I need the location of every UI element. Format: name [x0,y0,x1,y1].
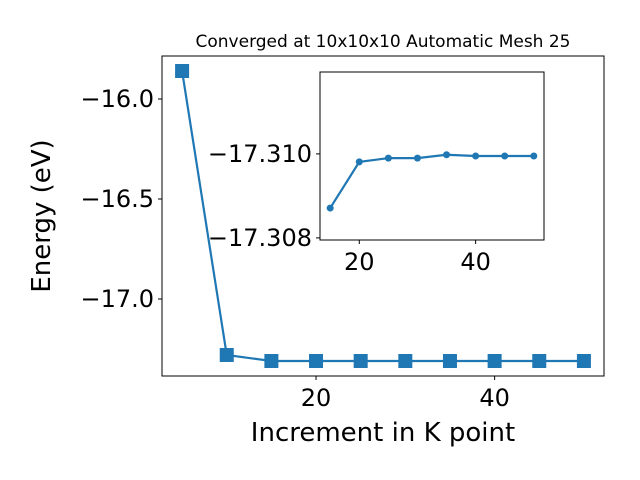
chart-title: Converged at 10x10x10 Automatic Mesh 25 [196,32,571,52]
marker [309,354,324,368]
marker [487,354,502,368]
marker [353,354,368,368]
series-line [181,70,584,363]
marker [442,354,457,368]
marker [501,152,509,160]
x-tick-label: 20 [301,384,332,412]
y-tick-label: −16.5 [80,185,154,213]
series-line [329,153,534,209]
x-tick-label: 40 [479,384,510,412]
y-tick-label: −16.0 [80,85,154,113]
marker [355,158,363,166]
y-tick-label: −17.310 [208,140,312,168]
y-tick-label: −17.0 [80,285,154,313]
marker [443,151,451,159]
marker [530,152,538,160]
marker [175,64,190,78]
marker [384,154,392,162]
y-tick-label: −17.308 [208,224,312,252]
marker [219,348,234,362]
marker [532,354,547,368]
marker [326,204,334,212]
x-axis-label: Increment in K point [251,418,515,448]
marker [413,154,421,162]
x-tick-label: 40 [460,248,491,276]
marker [576,354,591,368]
marker [398,354,413,368]
marker [264,354,279,368]
marker [472,152,480,160]
chart-panel: 20 40 −17.310 −17.308 [208,71,545,276]
y-axis-label: Energy (eV) [27,139,57,292]
x-tick-label: 20 [344,248,375,276]
